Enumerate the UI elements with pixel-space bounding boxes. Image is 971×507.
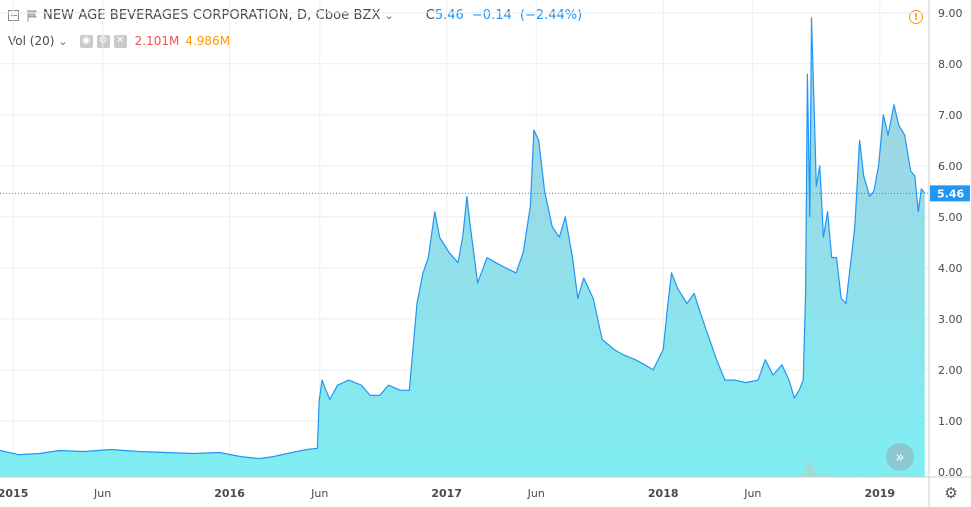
x-tick-label: Jun bbox=[743, 487, 761, 500]
volume-bar bbox=[820, 473, 823, 477]
price-area bbox=[0, 17, 925, 478]
volume-bar bbox=[807, 464, 810, 477]
x-tick-label: 2015 bbox=[0, 487, 28, 500]
x-tick-label: Jun bbox=[93, 487, 111, 500]
close-icon[interactable]: ✕ bbox=[113, 34, 127, 48]
volume-bar bbox=[813, 468, 816, 477]
volume-bar bbox=[835, 475, 838, 477]
flag-icon[interactable] bbox=[27, 9, 37, 22]
volume-ma-value: 4.986M bbox=[185, 34, 231, 48]
volume-bar bbox=[847, 475, 850, 477]
quote-close: C5.46 bbox=[426, 8, 464, 23]
volume-bar bbox=[796, 475, 799, 477]
y-tick-label: 5.00 bbox=[938, 211, 963, 224]
x-tick-label: 2016 bbox=[214, 487, 245, 500]
volume-bar bbox=[800, 474, 803, 477]
y-tick-label: 4.00 bbox=[938, 262, 963, 275]
volume-bar bbox=[908, 474, 911, 477]
quote-change: −0.14 bbox=[471, 8, 512, 23]
quote-change-pct: (−2.44%) bbox=[519, 8, 583, 23]
volume-bar bbox=[816, 471, 819, 477]
volume-bar bbox=[862, 474, 865, 477]
volume-bar bbox=[899, 473, 902, 477]
volume-legend: Vol (20) ⌄ ◉ ⚙ ✕ 2.101M 4.986M bbox=[8, 34, 230, 48]
volume-bar bbox=[916, 475, 919, 477]
volume-label[interactable]: Vol (20) bbox=[8, 34, 55, 48]
settings-icon[interactable]: ⚙ bbox=[96, 34, 110, 48]
eye-icon[interactable]: ◉ bbox=[79, 34, 93, 48]
collapse-icon[interactable] bbox=[8, 10, 19, 21]
volume-bar bbox=[826, 474, 829, 477]
y-tick-label: 2.00 bbox=[938, 364, 963, 377]
y-tick-label: 7.00 bbox=[938, 109, 963, 122]
volume-bar bbox=[803, 468, 806, 477]
x-tick-label: 2017 bbox=[431, 487, 462, 500]
volume-bar bbox=[809, 455, 812, 477]
x-tick-label: 2018 bbox=[648, 487, 679, 500]
x-tick-label: 2019 bbox=[864, 487, 895, 500]
volume-bar bbox=[871, 475, 874, 477]
quote-close-prefix: C bbox=[425, 8, 435, 23]
y-tick-label: 1.00 bbox=[938, 415, 963, 428]
price-badge-label: 5.46 bbox=[937, 187, 964, 200]
quote-info: C5.46 −0.14 (−2.44%) bbox=[426, 8, 587, 23]
volume-bar bbox=[811, 463, 814, 477]
price-line bbox=[0, 17, 926, 460]
y-tick-label: 0.00 bbox=[938, 466, 963, 479]
alert-icon[interactable]: ! bbox=[909, 10, 923, 24]
volume-bar bbox=[890, 474, 893, 477]
y-tick-label: 8.00 bbox=[938, 58, 963, 71]
header-row: NEW AGE BEVERAGES CORPORATION, D, Cboe B… bbox=[8, 8, 586, 23]
y-tick-label: 9.00 bbox=[938, 7, 963, 20]
volume-bar bbox=[805, 461, 808, 477]
volume-value: 2.101M bbox=[134, 34, 180, 48]
volume-bar bbox=[856, 473, 859, 477]
chevron-down-icon[interactable]: ⌄ bbox=[58, 34, 68, 48]
x-tick-label: Jun bbox=[310, 487, 328, 500]
x-tick-label: Jun bbox=[527, 487, 545, 500]
price-badge bbox=[930, 185, 970, 202]
y-tick-label: 6.00 bbox=[938, 160, 963, 173]
symbol-title[interactable]: NEW AGE BEVERAGES CORPORATION, D, Cboe B… bbox=[43, 8, 381, 23]
volume-bar bbox=[882, 473, 885, 477]
chevron-down-icon[interactable]: ⌄ bbox=[384, 9, 394, 22]
scroll-right-icon[interactable]: » bbox=[886, 443, 914, 471]
quote-close-value: 5.46 bbox=[434, 8, 464, 23]
gear-icon[interactable]: ⚙ bbox=[944, 484, 958, 502]
y-tick-label: 3.00 bbox=[938, 313, 963, 326]
